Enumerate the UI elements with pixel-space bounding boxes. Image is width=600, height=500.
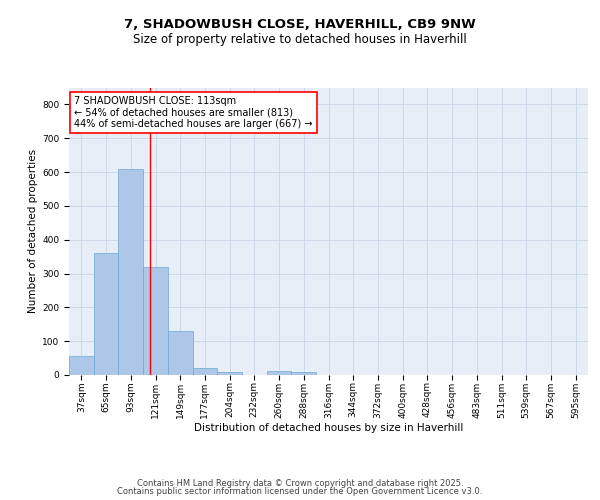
- Bar: [217, 372, 242, 375]
- X-axis label: Distribution of detached houses by size in Haverhill: Distribution of detached houses by size …: [194, 423, 463, 433]
- Text: 7 SHADOWBUSH CLOSE: 113sqm
← 54% of detached houses are smaller (813)
44% of sem: 7 SHADOWBUSH CLOSE: 113sqm ← 54% of deta…: [74, 96, 313, 130]
- Text: Size of property relative to detached houses in Haverhill: Size of property relative to detached ho…: [133, 32, 467, 46]
- Bar: [193, 368, 217, 375]
- Text: 7, SHADOWBUSH CLOSE, HAVERHILL, CB9 9NW: 7, SHADOWBUSH CLOSE, HAVERHILL, CB9 9NW: [124, 18, 476, 30]
- Text: Contains HM Land Registry data © Crown copyright and database right 2025.: Contains HM Land Registry data © Crown c…: [137, 478, 463, 488]
- Bar: [267, 371, 292, 375]
- Bar: [94, 253, 118, 375]
- Bar: [118, 168, 143, 375]
- Bar: [143, 267, 168, 375]
- Bar: [69, 356, 94, 375]
- Bar: [292, 372, 316, 375]
- Y-axis label: Number of detached properties: Number of detached properties: [28, 149, 38, 314]
- Bar: [168, 331, 193, 375]
- Text: Contains public sector information licensed under the Open Government Licence v3: Contains public sector information licen…: [118, 487, 482, 496]
